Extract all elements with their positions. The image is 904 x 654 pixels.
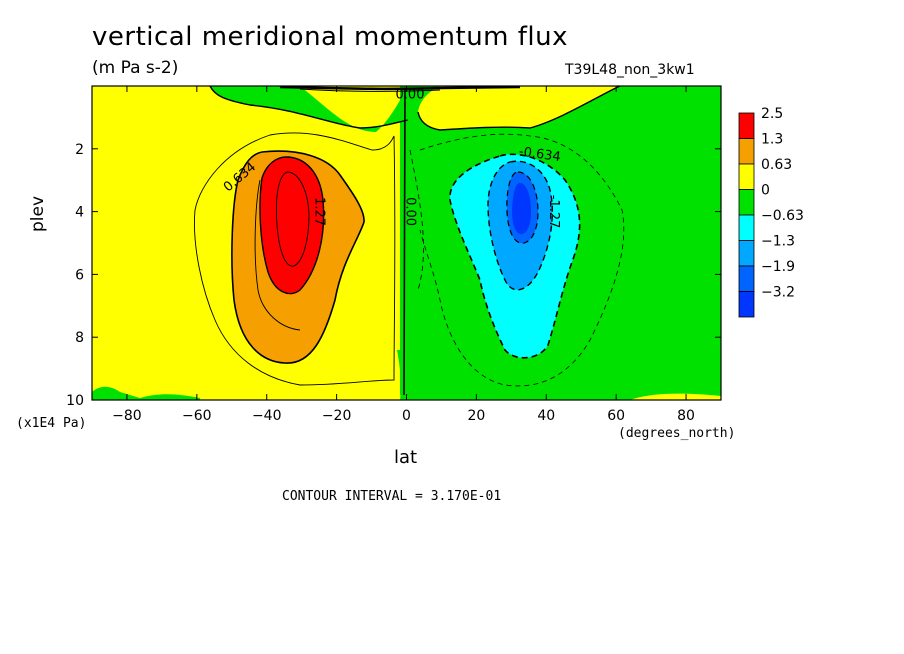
y-tick-label: 4 xyxy=(75,205,84,221)
x-axis-ticks: −80 −60 −40 −20 0 20 40 60 80 xyxy=(112,86,695,424)
y-tick-label: 10 xyxy=(66,393,84,409)
x-tick-label: −60 xyxy=(182,408,212,424)
y-tick-label: 2 xyxy=(75,142,84,158)
legend-label: 2.5 xyxy=(761,106,783,122)
x-tick-label: 80 xyxy=(677,408,695,424)
deepest-blue-region xyxy=(512,183,532,235)
chart-title: vertical meridional momentum flux xyxy=(92,22,569,52)
legend-label: −0.63 xyxy=(761,208,804,224)
legend-swatch xyxy=(738,112,755,139)
y-tick-label: 8 xyxy=(75,330,84,346)
x-tick-label: −80 xyxy=(112,408,142,424)
y-tick-label: 6 xyxy=(75,267,84,283)
units-label: (m Pa s-2) xyxy=(92,58,179,78)
y-axis-units: (x1E4 Pa) xyxy=(16,416,87,431)
legend-label: −1.9 xyxy=(761,259,795,275)
contour-label: -0.634 xyxy=(518,144,562,165)
legend-swatch xyxy=(738,163,755,190)
zero-contour xyxy=(403,87,406,396)
x-tick-label: 0 xyxy=(402,408,411,424)
x-axis-label: lat xyxy=(394,447,418,468)
x-tick-label: 60 xyxy=(607,408,625,424)
x-axis-units: (degrees_north) xyxy=(618,426,736,441)
x-tick-label: −20 xyxy=(322,408,352,424)
top-yellow-band xyxy=(418,86,620,130)
legend-label: −3.2 xyxy=(761,285,795,301)
top-green-band xyxy=(210,86,408,132)
x-tick-label: −40 xyxy=(252,408,282,424)
legend-label: 0 xyxy=(761,183,770,199)
contour-interval: CONTOUR INTERVAL = 3.170E-01 xyxy=(282,489,502,504)
legend-swatch xyxy=(738,214,755,241)
plot-area xyxy=(92,86,721,400)
contour-label: 0.00 xyxy=(403,197,418,226)
legend-swatch xyxy=(738,291,755,318)
legend-label: −1.3 xyxy=(761,234,795,250)
legend-swatch xyxy=(738,189,755,216)
x-tick-label: 20 xyxy=(467,408,485,424)
contour-label: 0.00 xyxy=(396,88,425,103)
y-axis-ticks: 2 4 6 8 10 xyxy=(66,142,721,409)
x-tick-label: 40 xyxy=(537,408,555,424)
legend-label: 0.63 xyxy=(761,157,792,173)
legend-swatch xyxy=(738,265,755,292)
contour-label: 1.27 xyxy=(312,197,327,226)
legend-swatch xyxy=(738,138,755,165)
red-contour-region xyxy=(259,156,325,295)
contour-label: -1.27 xyxy=(546,195,561,229)
run-id-label: T39L48_non_3kw1 xyxy=(565,62,695,78)
color-legend: 2.5 1.3 0.63 0 −0.63 −1.3 −1.9 −3.2 xyxy=(738,106,804,318)
legend-label: 1.3 xyxy=(761,132,783,148)
legend-swatch xyxy=(738,240,755,267)
